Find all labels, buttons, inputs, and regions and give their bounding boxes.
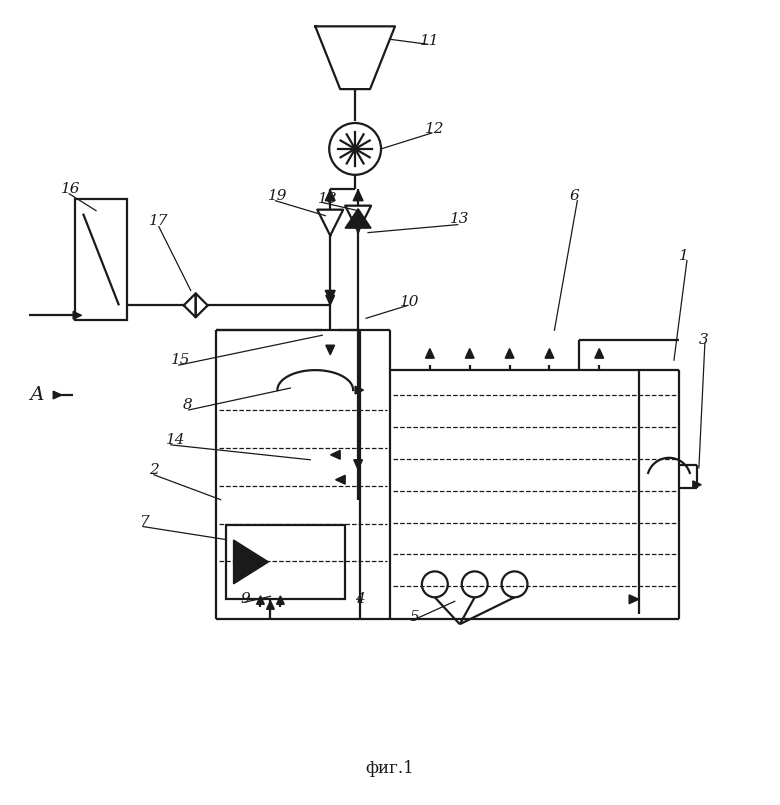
Text: 10: 10	[400, 295, 420, 309]
Text: 4: 4	[355, 592, 365, 606]
Polygon shape	[277, 596, 284, 605]
Polygon shape	[326, 345, 335, 355]
Text: 3: 3	[699, 333, 709, 347]
Polygon shape	[595, 349, 604, 358]
Text: 16: 16	[61, 182, 80, 196]
Text: 12: 12	[425, 122, 445, 136]
Text: 17: 17	[149, 213, 168, 228]
Text: 18: 18	[318, 192, 338, 206]
Polygon shape	[355, 386, 363, 394]
Polygon shape	[505, 349, 514, 358]
Polygon shape	[267, 601, 275, 609]
Text: 5: 5	[410, 610, 420, 624]
Polygon shape	[325, 190, 335, 200]
Text: 14: 14	[166, 433, 186, 447]
Polygon shape	[184, 293, 196, 317]
Polygon shape	[233, 540, 268, 584]
Text: 2: 2	[149, 463, 158, 477]
Polygon shape	[317, 209, 343, 236]
Polygon shape	[425, 349, 434, 358]
Polygon shape	[353, 460, 363, 469]
Polygon shape	[346, 206, 371, 232]
Polygon shape	[326, 295, 335, 305]
Text: 15: 15	[171, 353, 190, 367]
Polygon shape	[335, 475, 346, 484]
Polygon shape	[73, 312, 81, 319]
Polygon shape	[53, 391, 62, 398]
Polygon shape	[353, 190, 363, 200]
Polygon shape	[629, 595, 639, 604]
Text: 1: 1	[679, 249, 689, 262]
Text: 11: 11	[420, 35, 439, 48]
Text: фиг.1: фиг.1	[366, 760, 414, 777]
Polygon shape	[331, 451, 340, 459]
Polygon shape	[346, 208, 371, 228]
Text: 7: 7	[139, 514, 149, 529]
Text: 19: 19	[268, 188, 288, 203]
Polygon shape	[545, 349, 554, 358]
Polygon shape	[693, 481, 701, 489]
Polygon shape	[257, 596, 264, 605]
Text: 8: 8	[183, 398, 193, 412]
Text: 6: 6	[569, 188, 579, 203]
Bar	[225, 525, 346, 599]
Text: 13: 13	[450, 212, 470, 225]
Bar	[75, 199, 127, 320]
Text: 9: 9	[240, 592, 250, 606]
Polygon shape	[466, 349, 474, 358]
Text: А: А	[30, 386, 44, 404]
Polygon shape	[325, 291, 335, 301]
Polygon shape	[196, 293, 207, 317]
